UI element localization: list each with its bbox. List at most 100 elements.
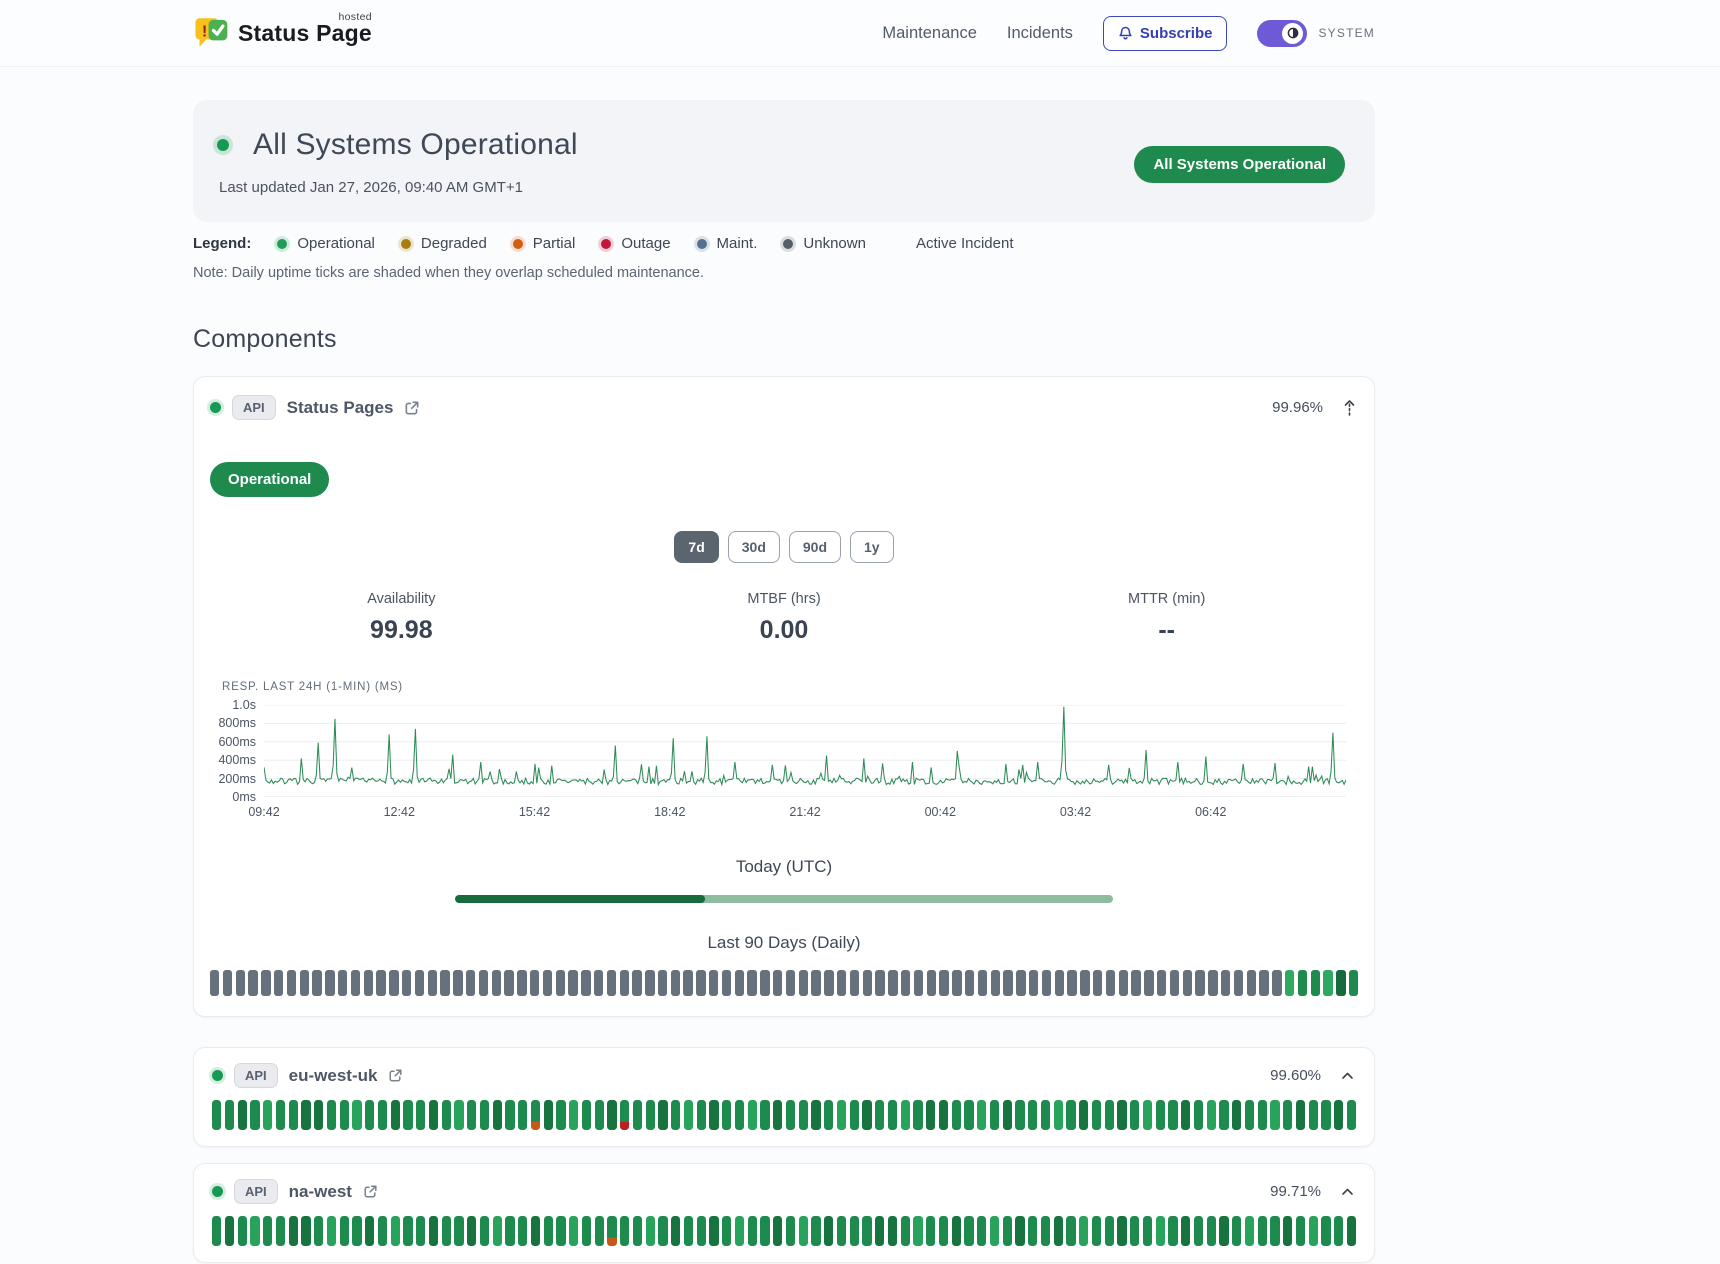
uptime-tick[interactable] <box>212 1216 222 1246</box>
theme-toggle[interactable] <box>1257 19 1308 47</box>
uptime-tick[interactable] <box>619 970 629 996</box>
uptime-tick[interactable] <box>760 1100 770 1130</box>
uptime-tick[interactable] <box>1297 970 1308 996</box>
uptime-tick[interactable] <box>301 1100 311 1130</box>
range-button-30d[interactable]: 30d <box>727 531 780 563</box>
uptime-tick[interactable] <box>1105 970 1116 996</box>
uptime-tick[interactable] <box>849 1100 859 1130</box>
uptime-tick[interactable] <box>286 970 297 996</box>
uptime-tick[interactable] <box>709 1216 719 1246</box>
uptime-tick[interactable] <box>1117 1100 1127 1130</box>
uptime-tick[interactable] <box>709 970 719 996</box>
uptime-tick[interactable] <box>671 1100 681 1130</box>
uptime-tick[interactable] <box>1310 970 1320 996</box>
uptime-tick[interactable] <box>1283 1216 1293 1246</box>
uptime-tick[interactable] <box>222 970 233 996</box>
uptime-tick[interactable] <box>312 970 322 996</box>
uptime-tick[interactable] <box>913 1216 923 1246</box>
uptime-tick[interactable] <box>529 970 540 996</box>
uptime-tick[interactable] <box>441 1216 451 1246</box>
uptime-tick[interactable] <box>326 1216 337 1246</box>
uptime-tick[interactable] <box>632 970 642 996</box>
uptime-tick[interactable] <box>734 1100 745 1130</box>
uptime-tick[interactable] <box>1040 1100 1051 1130</box>
uptime-tick[interactable] <box>390 1216 400 1246</box>
uptime-tick[interactable] <box>301 1216 311 1246</box>
uptime-tick[interactable] <box>518 1100 528 1130</box>
uptime-tick[interactable] <box>1270 1100 1280 1130</box>
uptime-tick[interactable] <box>1346 1216 1357 1246</box>
uptime-tick[interactable] <box>798 1216 808 1246</box>
uptime-tick[interactable] <box>414 970 425 996</box>
uptime-tick[interactable] <box>938 1100 949 1130</box>
uptime-tick[interactable] <box>288 1216 298 1246</box>
uptime-tick[interactable] <box>325 970 335 996</box>
uptime-tick[interactable] <box>543 1216 553 1246</box>
uptime-tick[interactable] <box>1091 1100 1102 1130</box>
uptime-tick[interactable] <box>811 1100 821 1130</box>
uptime-tick[interactable] <box>1079 1100 1089 1130</box>
external-link-icon[interactable] <box>363 1184 378 1199</box>
uptime-tick[interactable] <box>275 1216 286 1246</box>
uptime-tick[interactable] <box>798 970 809 996</box>
expand-chevron-icon[interactable] <box>1339 1185 1356 1198</box>
uptime-tick[interactable] <box>1028 1100 1038 1130</box>
uptime-tick[interactable] <box>900 1216 910 1246</box>
uptime-tick[interactable] <box>658 1216 668 1246</box>
uptime-tick[interactable] <box>632 1100 643 1130</box>
uptime-tick[interactable] <box>212 1100 222 1130</box>
uptime-tick[interactable] <box>747 1100 757 1130</box>
uptime-tick[interactable] <box>734 1216 745 1246</box>
uptime-tick[interactable] <box>1181 1100 1191 1130</box>
uptime-tick[interactable] <box>1131 970 1141 996</box>
uptime-tick[interactable] <box>1142 1216 1153 1246</box>
uptime-tick[interactable] <box>1067 970 1077 996</box>
uptime-tick[interactable] <box>709 1100 719 1130</box>
uptime-tick[interactable] <box>581 1100 592 1130</box>
uptime-tick[interactable] <box>403 1216 413 1246</box>
uptime-tick[interactable] <box>951 1216 961 1246</box>
uptime-tick[interactable] <box>683 1100 694 1130</box>
uptime-tick[interactable] <box>798 1100 808 1130</box>
uptime-tick[interactable] <box>428 1100 439 1130</box>
uptime-tick[interactable] <box>862 1100 872 1130</box>
uptime-tick[interactable] <box>1206 1216 1216 1246</box>
uptime-tick[interactable] <box>389 970 399 996</box>
uptime-tick[interactable] <box>365 1216 375 1246</box>
uptime-tick[interactable] <box>1104 1216 1114 1246</box>
uptime-tick[interactable] <box>235 970 245 996</box>
expand-chevron-icon[interactable] <box>1339 1069 1356 1082</box>
uptime-tick[interactable] <box>1028 1216 1038 1246</box>
uptime-tick[interactable] <box>467 1100 477 1130</box>
uptime-tick[interactable] <box>938 1216 949 1246</box>
uptime-tick[interactable] <box>989 1100 1000 1130</box>
uptime-tick[interactable] <box>263 1100 273 1130</box>
uptime-tick[interactable] <box>785 1216 796 1246</box>
uptime-tick[interactable] <box>492 1216 502 1246</box>
uptime-tick[interactable] <box>543 1100 553 1130</box>
uptime-tick[interactable] <box>734 970 745 996</box>
uptime-tick[interactable] <box>989 1216 1000 1246</box>
uptime-tick[interactable] <box>568 970 578 996</box>
uptime-tick[interactable] <box>964 1216 974 1246</box>
uptime-tick[interactable] <box>479 1100 490 1130</box>
uptime-tick[interactable] <box>683 970 693 996</box>
uptime-tick[interactable] <box>275 1100 286 1130</box>
uptime-tick[interactable] <box>722 1100 732 1130</box>
nav-link-incidents[interactable]: Incidents <box>1006 23 1073 42</box>
uptime-tick[interactable] <box>363 970 373 996</box>
uptime-tick[interactable] <box>1066 1100 1076 1130</box>
uptime-tick[interactable] <box>811 970 821 996</box>
uptime-tick[interactable] <box>1182 970 1192 996</box>
uptime-tick[interactable] <box>1156 970 1167 996</box>
uptime-tick[interactable] <box>1284 970 1295 996</box>
uptime-tick[interactable] <box>479 1216 490 1246</box>
uptime-tick[interactable] <box>465 970 476 996</box>
uptime-tick[interactable] <box>836 1100 847 1130</box>
uptime-tick[interactable] <box>376 970 386 996</box>
uptime-tick[interactable] <box>288 1100 298 1130</box>
uptime-tick[interactable] <box>926 1216 936 1246</box>
uptime-tick[interactable] <box>1195 970 1205 996</box>
uptime-tick[interactable] <box>926 970 937 996</box>
uptime-tick[interactable] <box>1144 970 1154 996</box>
